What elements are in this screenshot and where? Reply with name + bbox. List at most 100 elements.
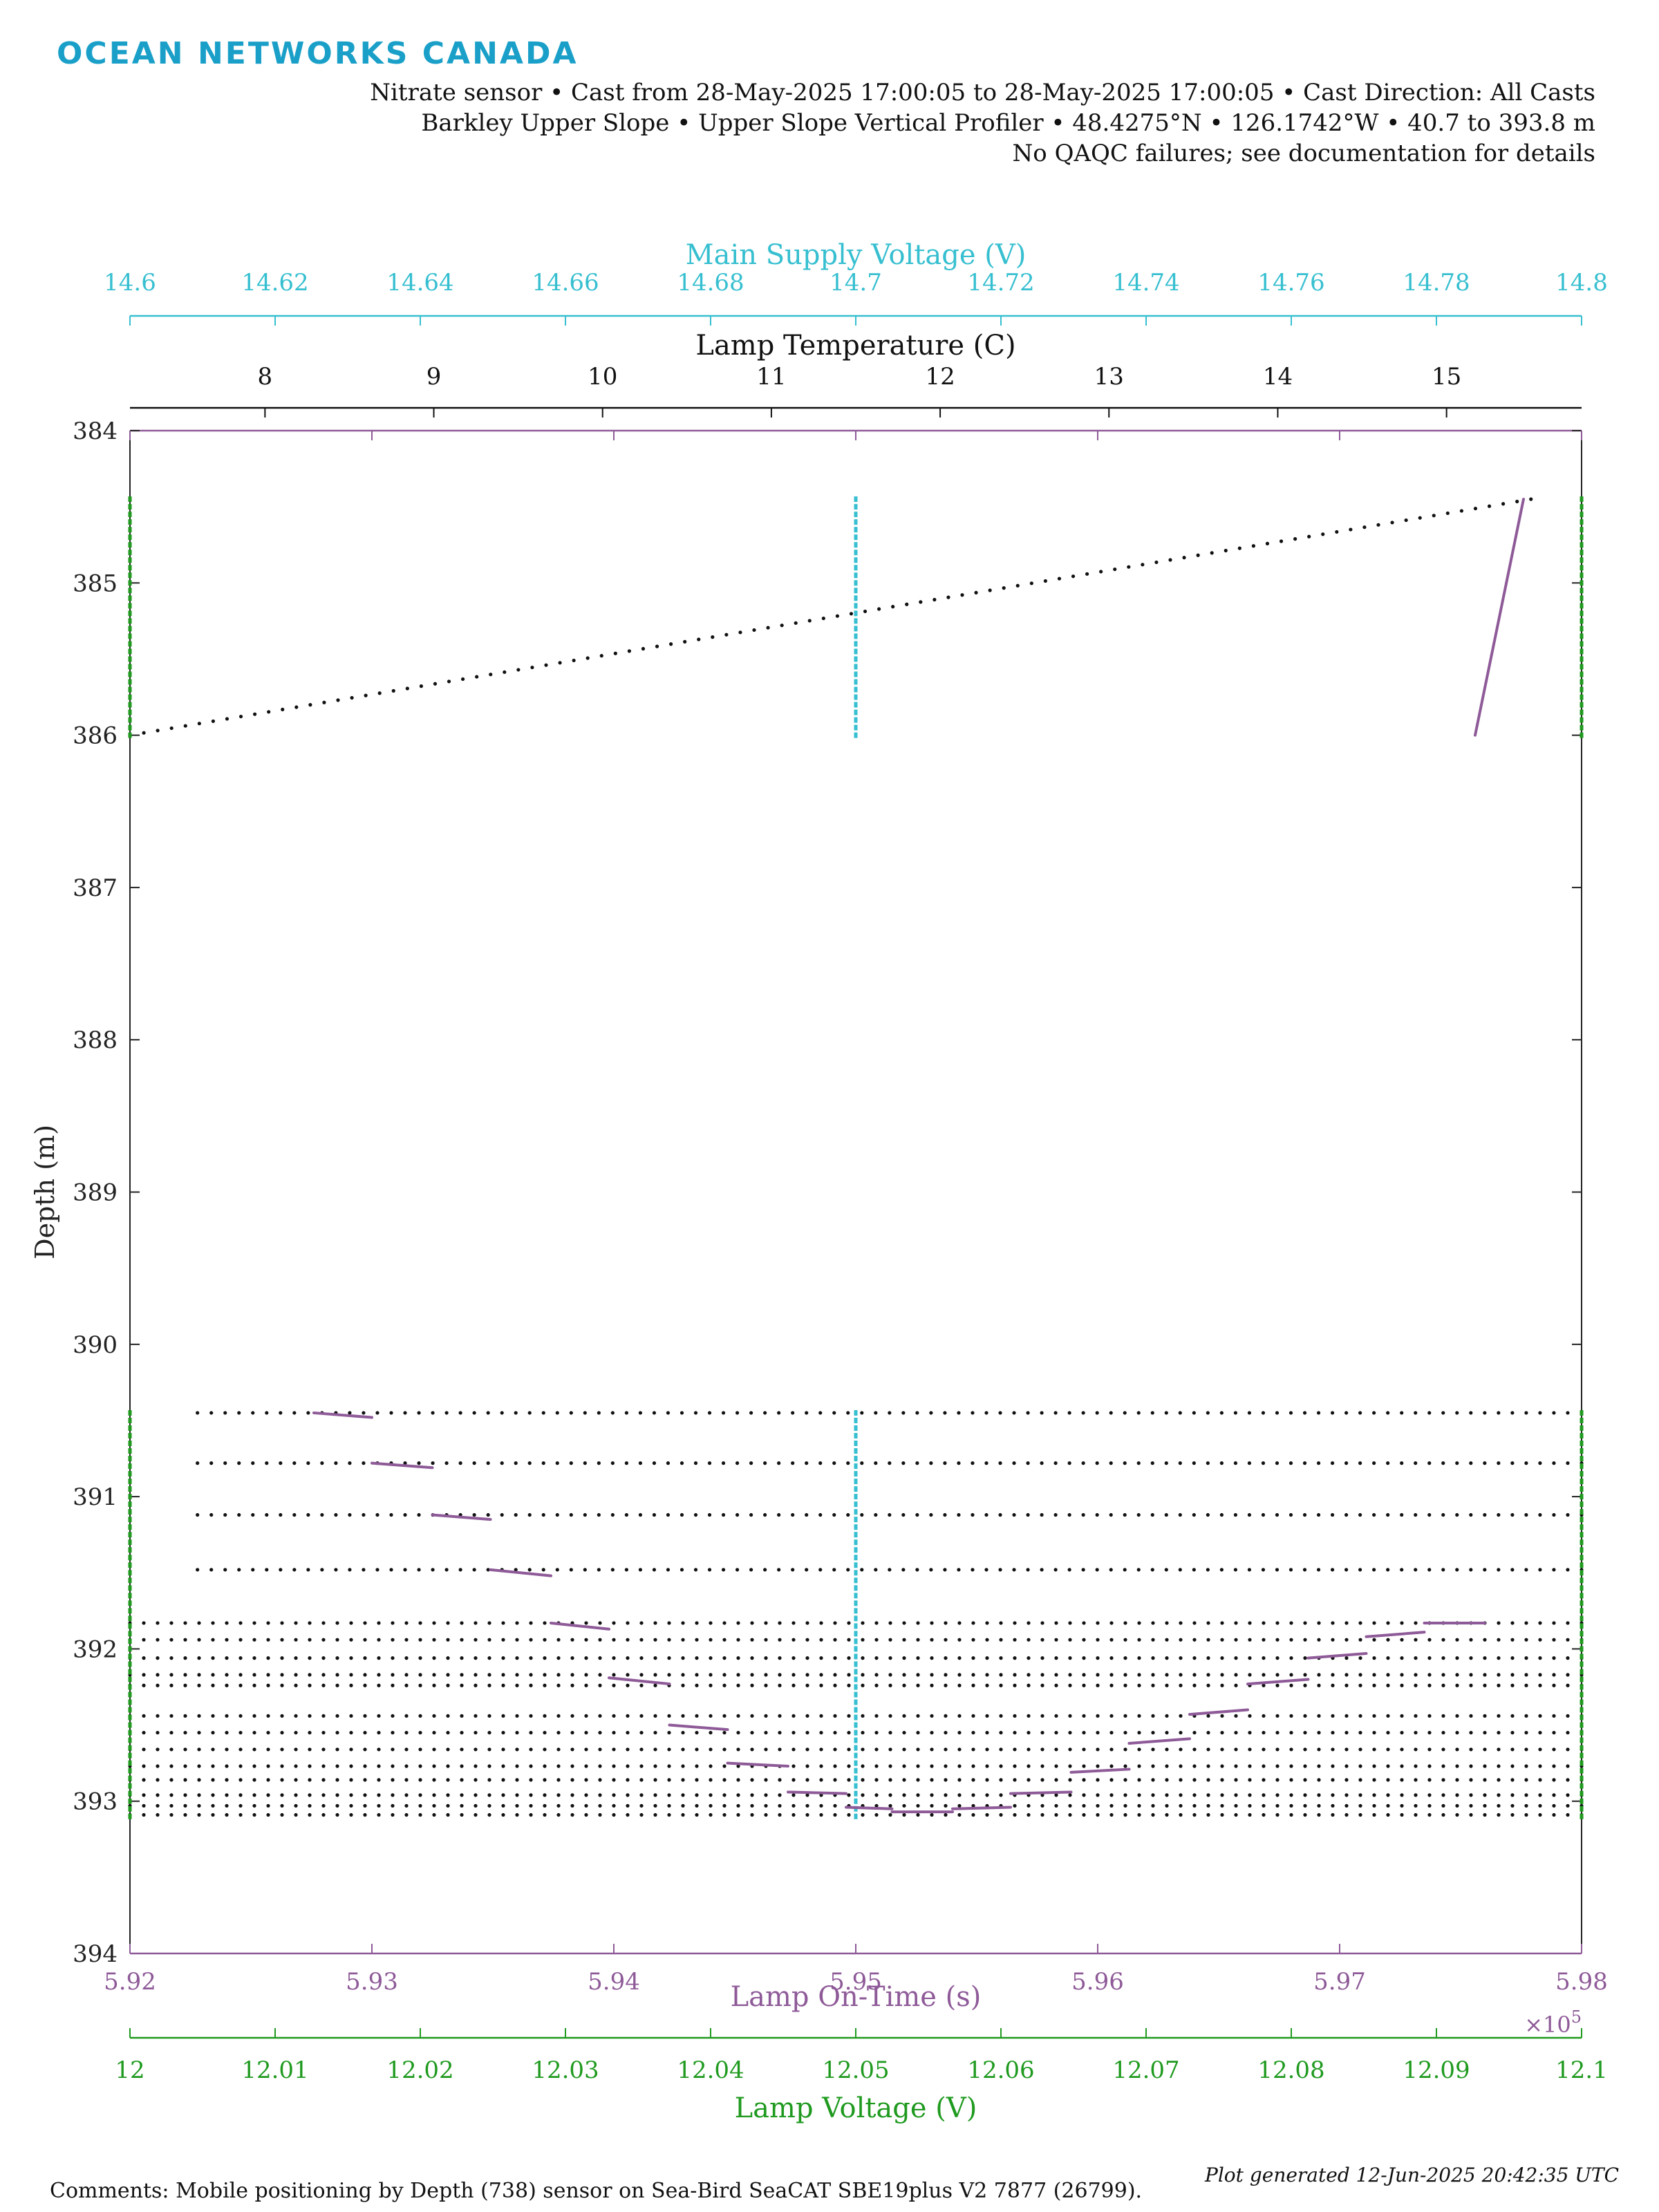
series-lamp-temperature-point (1510, 1568, 1515, 1572)
series-lamp-temperature-point (1372, 1638, 1376, 1642)
series-lamp-temperature-point (1248, 1730, 1252, 1735)
series-lamp-temperature-point (764, 1793, 768, 1797)
series-lamp-temperature-point (1455, 1778, 1459, 1782)
series-lamp-temperature-point (1441, 1778, 1445, 1782)
series-lamp-temperature-point (1552, 1730, 1556, 1735)
series-supply-voltage-point (854, 1440, 858, 1446)
series-lamp-temperature-point (1261, 1568, 1266, 1572)
series-lamp-temperature-point (1400, 1803, 1404, 1808)
series-lamp-temperature-point (874, 1812, 879, 1817)
series-lamp-temperature-point (238, 1803, 243, 1808)
series-lamp-temperature-point (1123, 1621, 1127, 1625)
series-lamp-temperature-point (667, 1812, 671, 1817)
series-lamp-temperature-point (432, 1793, 436, 1797)
series-lamp-temperature-point (169, 1656, 174, 1660)
series-lamp-temperature-point (652, 1461, 657, 1465)
series-lamp-temperature-point (1054, 1803, 1058, 1808)
series-lamp-temperature-point (930, 1683, 934, 1687)
series-lamp-temperature-point (196, 1512, 200, 1517)
series-lamp-temperature-point (847, 1714, 851, 1718)
series-lamp-voltage-point (128, 732, 132, 738)
series-lamp-temperature-point (805, 1656, 809, 1660)
series-lamp-temperature-point (211, 1778, 215, 1782)
series-lamp-temperature-point (1068, 1714, 1072, 1718)
series-lamp-temperature-point (280, 1621, 284, 1625)
series-lamp-temperature-point (1289, 1764, 1293, 1768)
series-lamp-voltage-point (1580, 1479, 1584, 1485)
series-lamp-temperature-point (1427, 1638, 1432, 1642)
series-lamp-temperature-point (1013, 1764, 1017, 1768)
series-lamp-temperature-point (1210, 551, 1214, 555)
x-tick-label-lamp-voltage: 12 (115, 2056, 144, 2084)
series-lamp-temperature-point (1538, 1621, 1542, 1625)
series-lamp-temperature-point (1275, 1714, 1280, 1718)
series-lamp-temperature-point (1524, 1656, 1528, 1660)
series-lamp-temperature-point (209, 1568, 214, 1572)
series-lamp-temperature-point (888, 1621, 892, 1625)
series-lamp-on-time-segment (608, 1676, 671, 1686)
series-lamp-voltage-point (128, 565, 132, 571)
series-lamp-temperature-point (377, 1778, 381, 1782)
series-lamp-temperature-point (653, 1778, 657, 1782)
series-lamp-temperature-point (1234, 1673, 1238, 1677)
series-supply-voltage-point (854, 1463, 858, 1470)
series-lamp-temperature-point (929, 1568, 933, 1572)
series-lamp-temperature-point (1233, 1568, 1238, 1572)
series-lamp-temperature-point (1552, 1673, 1556, 1677)
series-lamp-temperature-point (1316, 1411, 1321, 1415)
series-lamp-temperature-point (1136, 1461, 1141, 1465)
series-lamp-voltage-point (1580, 1539, 1584, 1546)
series-lamp-temperature-point (681, 1803, 685, 1808)
series-lamp-temperature-point (778, 1621, 782, 1625)
series-lamp-temperature-point (183, 1764, 187, 1768)
series-lamp-temperature-point (432, 1656, 436, 1660)
series-lamp-temperature-point (791, 1747, 796, 1752)
series-lamp-voltage-point (128, 542, 132, 548)
series-lamp-temperature-point (487, 1793, 491, 1797)
series-lamp-temperature-point (750, 1730, 754, 1735)
series-lamp-temperature-point (1123, 1656, 1127, 1660)
series-lamp-temperature-point (610, 1461, 615, 1465)
series-lamp-temperature-point (805, 1747, 809, 1752)
series-lamp-voltage-point (1580, 1737, 1584, 1743)
series-lamp-temperature-point (1165, 1673, 1169, 1677)
series-lamp-temperature-point (266, 1730, 270, 1735)
series-lamp-temperature-point (279, 1568, 283, 1572)
series-lamp-temperature-point (1302, 1568, 1307, 1572)
series-group (128, 496, 1584, 1819)
series-lamp-temperature-point (1261, 1411, 1266, 1415)
series-lamp-temperature-point (1400, 1621, 1404, 1625)
series-lamp-on-time-segment (668, 1723, 729, 1732)
series-lamp-voltage-point (128, 618, 132, 624)
series-lamp-temperature-point (556, 1747, 561, 1752)
series-lamp-temperature-point (1248, 1621, 1252, 1625)
series-lamp-temperature-point (308, 1683, 312, 1687)
series-lamp-temperature-point (1510, 1793, 1515, 1797)
series-lamp-temperature-point (957, 1714, 962, 1718)
series-lamp-temperature-point (196, 1461, 200, 1465)
series-lamp-temperature-point (362, 1568, 366, 1572)
series-supply-voltage-point (854, 1707, 858, 1713)
series-lamp-temperature-point (624, 1568, 628, 1572)
series-lamp-temperature-point (1302, 1512, 1307, 1517)
series-lamp-voltage-point (128, 641, 132, 647)
series-lamp-temperature-point (1400, 1461, 1404, 1465)
series-lamp-temperature-point (707, 1461, 712, 1465)
series-lamp-temperature-point (805, 1512, 809, 1517)
series-lamp-on-time-segment (845, 1806, 894, 1810)
series-lamp-temperature-point (1275, 1656, 1280, 1660)
series-lamp-temperature-point (1096, 1747, 1100, 1752)
series-lamp-temperature-point (1469, 1411, 1473, 1415)
series-lamp-temperature-point (695, 1714, 699, 1718)
series-lamp-temperature-point (1469, 1747, 1473, 1752)
series-lamp-temperature-point (861, 1812, 865, 1817)
series-supply-voltage-point (854, 717, 858, 723)
series-lamp-temperature-point (833, 1621, 837, 1625)
series-lamp-temperature-point (901, 1461, 906, 1465)
series-lamp-temperature-point (1344, 1764, 1349, 1768)
series-lamp-temperature-point (1358, 1778, 1362, 1782)
series-lamp-temperature-point (1414, 1747, 1418, 1752)
series-supply-voltage-point (854, 1631, 858, 1637)
series-lamp-temperature-point (418, 1803, 422, 1808)
series-supply-voltage-point (854, 1509, 858, 1515)
